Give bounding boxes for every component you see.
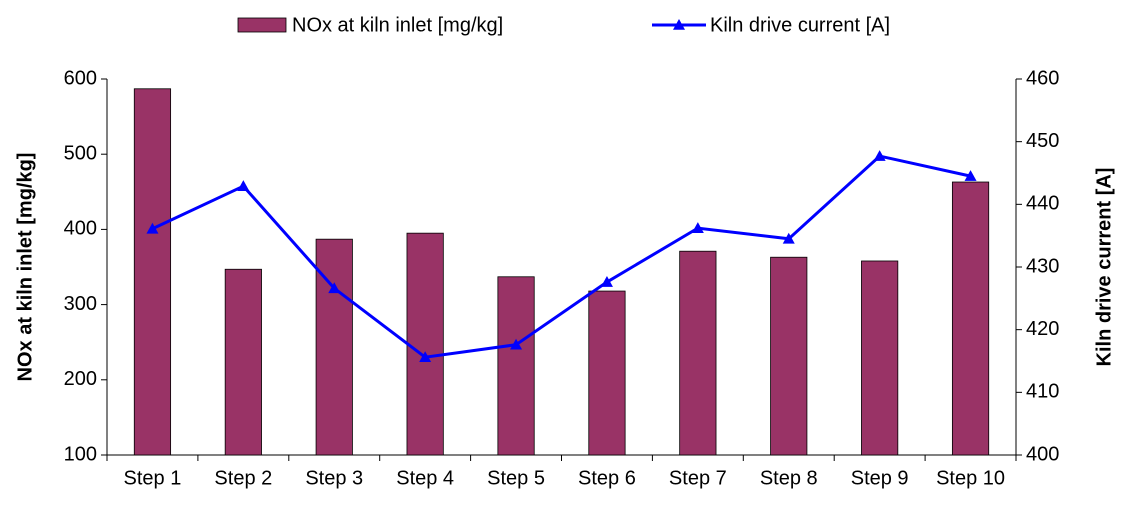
x-tick-label: Step 4 [396, 467, 454, 489]
bar [406, 232, 444, 456]
x-tick-label: Step 10 [936, 467, 1005, 489]
legend-label: Kiln drive current [A] [710, 14, 890, 36]
y-tick-label: 200 [64, 368, 97, 390]
x-tick-label: Step 6 [578, 467, 636, 489]
y-tick-label: 500 [64, 142, 97, 164]
legend-label: NOx at kiln inlet [mg/kg] [292, 14, 503, 36]
y2-tick-label: 420 [1026, 318, 1059, 340]
line-marker [237, 180, 250, 191]
x-tick-label: Step 5 [487, 467, 545, 489]
y2-tick-label: 400 [1026, 443, 1059, 465]
bar [588, 290, 626, 456]
y-axis-title: NOx at kiln inlet [mg/kg] [14, 153, 36, 382]
line-marker [328, 282, 341, 294]
bar [770, 256, 808, 456]
y-tick-label: 300 [64, 293, 97, 315]
bar [951, 181, 990, 456]
x-tick-label: Step 9 [851, 467, 909, 489]
line-marker [873, 150, 886, 161]
y2-tick-label: 450 [1026, 130, 1059, 152]
bar [133, 88, 172, 456]
line-marker [419, 351, 432, 363]
line-marker [146, 222, 159, 234]
legend-marker [673, 19, 685, 30]
bar [679, 250, 717, 456]
y-tick-label: 400 [64, 218, 97, 240]
bar [224, 268, 262, 456]
bar [315, 238, 353, 456]
bar [497, 276, 535, 456]
y2-tick-label: 430 [1026, 255, 1059, 277]
legend-swatch [237, 17, 287, 33]
y-tick-label: 100 [64, 443, 97, 465]
line-marker [782, 232, 795, 244]
x-tick-label: Step 1 [124, 467, 182, 489]
line-marker [510, 338, 523, 350]
line [151, 154, 971, 359]
x-tick-label: Step 2 [214, 467, 272, 489]
x-tick-label: Step 7 [669, 467, 727, 489]
x-tick-label: Step 8 [760, 467, 818, 489]
line-marker [964, 170, 977, 181]
y2-tick-label: 460 [1026, 67, 1059, 89]
bar [861, 260, 899, 456]
x-tick-label: Step 3 [305, 467, 363, 489]
y2-tick-label: 440 [1026, 193, 1059, 215]
y-tick-label: 600 [64, 67, 97, 89]
y2-tick-label: 410 [1026, 381, 1059, 403]
line-marker [600, 276, 613, 287]
line-marker [691, 222, 704, 233]
y2-axis-title: Kiln drive current [A] [1093, 168, 1115, 367]
